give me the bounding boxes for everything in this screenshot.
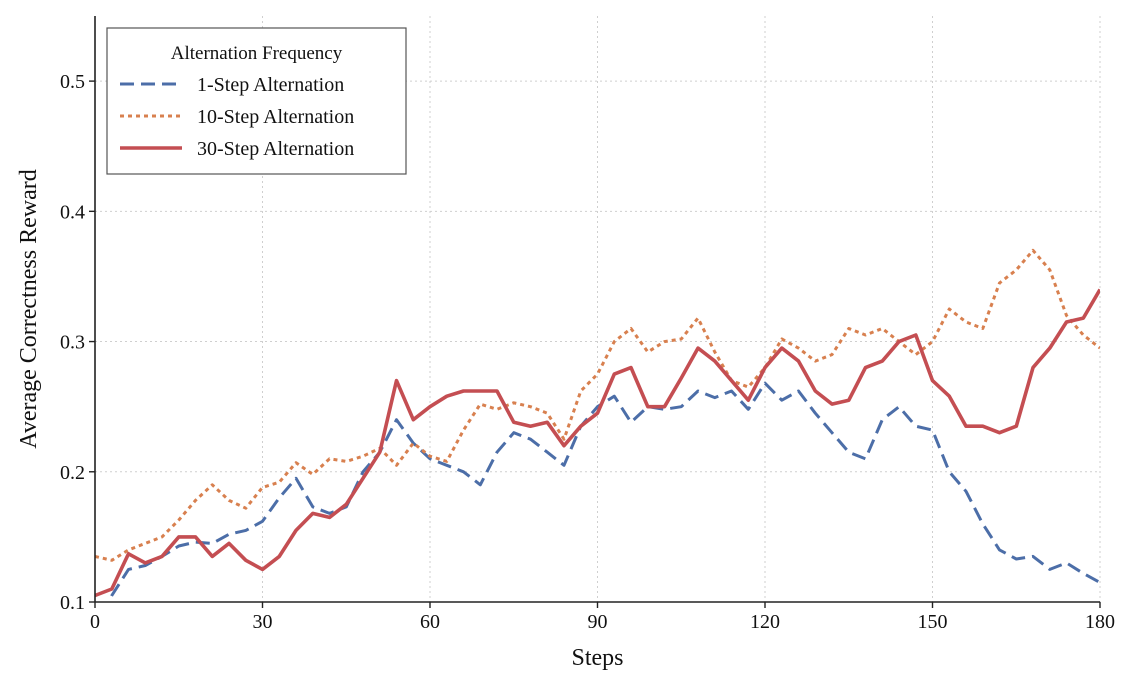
y-tick-label: 0.1 xyxy=(60,592,85,614)
legend-box xyxy=(106,27,407,175)
y-tick-label: 0.4 xyxy=(60,201,85,223)
y-tick-label: 0.3 xyxy=(60,332,85,354)
legend-title: Alternation Frequency xyxy=(171,43,343,64)
legend-label-1: 1-Step Alternation xyxy=(197,74,344,96)
x-tick-label: 60 xyxy=(420,611,440,633)
series-line-1 xyxy=(107,381,1100,602)
y-tick-label: 0.5 xyxy=(60,71,85,93)
legend-label-3: 30-Step Alternation xyxy=(197,138,354,160)
series-line-3 xyxy=(95,288,1100,598)
x-axis-title: Steps xyxy=(571,645,623,671)
x-tick-label: 150 xyxy=(918,611,948,633)
legend: Alternation Frequency 1-Step Alternation… xyxy=(106,27,407,175)
x-tick-label: 120 xyxy=(750,611,780,633)
y-tick-label: 0.2 xyxy=(60,462,85,484)
y-axis-title: Average Correctness Reward xyxy=(16,169,42,448)
x-tick-label: 30 xyxy=(253,611,273,633)
x-tick-label: 90 xyxy=(588,611,608,633)
x-tick-label: 180 xyxy=(1085,611,1115,633)
ticks: 0 30 60 90 120 150 180 0.1 0.2 0.3 0.4 0.5 xyxy=(60,71,1115,633)
legend-entries: 1-Step Alternation 10-Step Alternation 30-… xyxy=(120,74,354,160)
x-tick-label: 0 xyxy=(90,611,100,633)
series-layer xyxy=(95,248,1100,602)
legend-label-2: 10-Step Alternation xyxy=(197,106,354,128)
